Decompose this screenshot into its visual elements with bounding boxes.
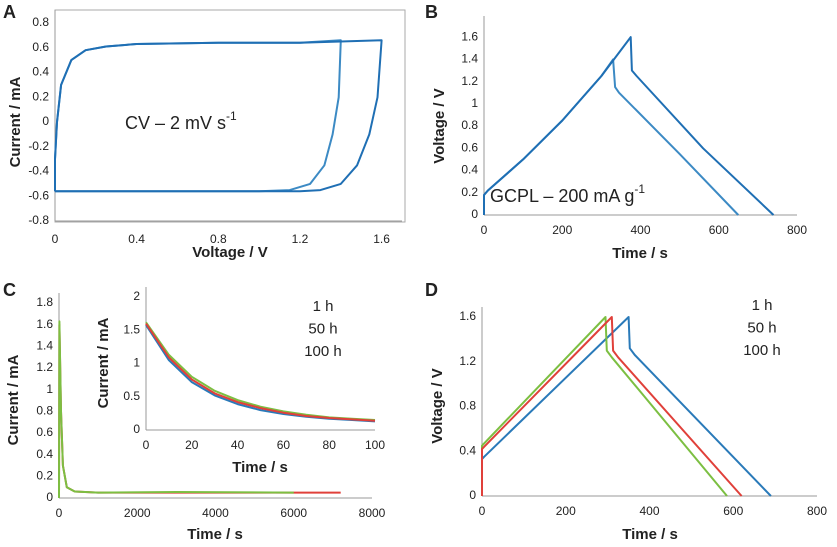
legend-entry: 1 h <box>752 297 773 314</box>
y-tick-label: 0.4 <box>459 443 476 457</box>
annotation: CV – 2 mV s-1 <box>125 109 237 133</box>
x-tick-label: 1.2 <box>292 232 309 246</box>
y-tick-label: 0.4 <box>36 447 53 461</box>
y-tick-label: 1 <box>471 96 478 110</box>
y-tick-label: 1.4 <box>36 339 53 353</box>
y-tick-label: 1.2 <box>461 74 478 88</box>
y-tick-label: 0 <box>133 422 140 436</box>
y-axis-label: Voltage / V <box>431 88 448 164</box>
panel-label: A <box>3 2 16 22</box>
x-tick-label: 600 <box>723 504 743 518</box>
x-tick-label: 0.4 <box>128 232 145 246</box>
data-line <box>481 316 728 497</box>
x-tick-label: 40 <box>231 438 245 452</box>
annotation-superscript: -1 <box>226 109 237 123</box>
data-line <box>481 316 772 497</box>
y-tick-label: -0.6 <box>28 188 49 202</box>
y-tick-label: 1.6 <box>459 309 476 323</box>
annotation-text: GCPL – 200 mA g <box>490 186 634 206</box>
x-tick-label: 800 <box>807 504 827 518</box>
panel-label: C <box>3 280 16 300</box>
legend-entry: 50 h <box>308 320 337 337</box>
y-tick-label: 0.5 <box>123 389 140 403</box>
y-axis-label: Current / mA <box>5 354 22 445</box>
x-tick-label: 20 <box>185 438 199 452</box>
x-tick-label: 600 <box>709 223 729 237</box>
data-line <box>54 39 383 193</box>
x-tick-label: 0 <box>481 223 488 237</box>
y-tick-label: 0.8 <box>459 399 476 413</box>
x-tick-label: 200 <box>556 504 576 518</box>
y-tick-label: 0.2 <box>32 89 49 103</box>
annotation-superscript: -1 <box>634 182 645 196</box>
y-tick-label: 0 <box>46 490 53 504</box>
x-tick-label: 400 <box>639 504 659 518</box>
x-tick-label: 0 <box>56 506 63 520</box>
y-tick-label: 0.8 <box>32 15 49 29</box>
x-tick-label: 8000 <box>359 506 386 520</box>
y-axis-label: Voltage / V <box>429 368 446 444</box>
y-tick-label: 0 <box>42 114 49 128</box>
legend-entry: 50 h <box>747 319 776 336</box>
y-tick-label: 2 <box>133 289 140 303</box>
x-tick-label: 80 <box>323 438 337 452</box>
x-axis-label: Time / s <box>187 526 243 543</box>
x-tick-label: 100 <box>365 438 385 452</box>
annotation: GCPL – 200 mA g-1 <box>490 182 645 206</box>
y-tick-label: 0.2 <box>36 469 53 483</box>
annotation-text: CV – 2 mV s <box>125 113 226 133</box>
y-tick-label: 1.4 <box>461 52 478 66</box>
y-axis-label: Current / mA <box>7 76 24 167</box>
x-tick-label: 0 <box>52 232 59 246</box>
x-axis-label: Time / s <box>622 526 678 543</box>
y-tick-label: 0.8 <box>36 404 53 418</box>
y-tick-label: 1 <box>133 356 140 370</box>
y-tick-label: 1.2 <box>36 360 53 374</box>
x-axis-label: Time / s <box>612 245 668 262</box>
y-tick-label: -0.8 <box>28 213 49 227</box>
y-tick-label: 0.6 <box>36 425 53 439</box>
y-tick-label: 0.6 <box>461 140 478 154</box>
y-tick-label: 1.2 <box>459 354 476 368</box>
x-axis-label: Time / s <box>232 459 288 476</box>
y-axis-label: Current / mA <box>95 317 112 408</box>
x-tick-label: 60 <box>277 438 291 452</box>
y-tick-label: 0.4 <box>32 65 49 79</box>
y-tick-label: 0.4 <box>461 163 478 177</box>
x-axis-label: Voltage / V <box>192 244 268 261</box>
y-tick-label: 1.6 <box>461 29 478 43</box>
x-tick-label: 0 <box>479 504 486 518</box>
y-tick-label: 1 <box>46 382 53 396</box>
y-tick-label: -0.2 <box>28 139 49 153</box>
legend-entry: 100 h <box>304 343 342 360</box>
x-tick-label: 2000 <box>124 506 151 520</box>
y-tick-label: 0.2 <box>461 185 478 199</box>
x-tick-label: 200 <box>552 223 572 237</box>
y-tick-label: -0.4 <box>28 164 49 178</box>
x-tick-label: 800 <box>787 223 807 237</box>
y-tick-label: 1.8 <box>36 295 53 309</box>
y-tick-label: 0.6 <box>32 40 49 54</box>
data-line <box>481 316 743 497</box>
y-tick-label: 1.6 <box>36 317 53 331</box>
x-tick-label: 400 <box>630 223 650 237</box>
x-tick-label: 4000 <box>202 506 229 520</box>
y-tick-label: 0 <box>471 207 478 221</box>
data-line <box>145 323 376 422</box>
x-tick-label: 1.6 <box>373 232 390 246</box>
x-tick-label: 0 <box>143 438 150 452</box>
data-line <box>483 36 775 216</box>
y-tick-label: 0.8 <box>461 118 478 132</box>
data-line <box>58 320 294 499</box>
x-tick-label: 6000 <box>280 506 307 520</box>
legend-entry: 1 h <box>313 298 334 315</box>
y-tick-label: 0 <box>469 488 476 502</box>
panel-label: D <box>425 280 438 300</box>
y-tick-label: 1.5 <box>123 322 140 336</box>
x-tick-label: 0.8 <box>210 232 227 246</box>
panel-label: B <box>425 2 438 22</box>
legend-entry: 100 h <box>743 342 781 359</box>
